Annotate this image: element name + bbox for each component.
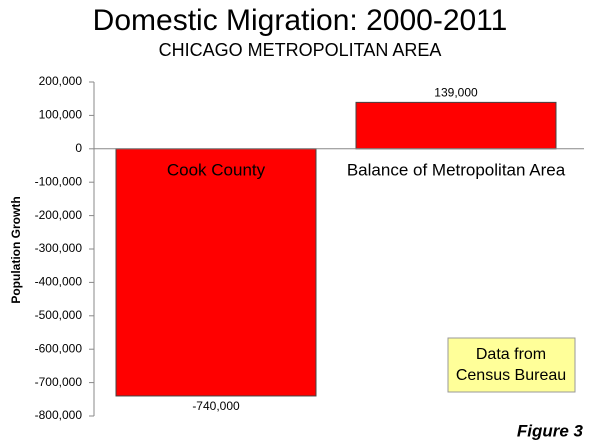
annotation: Data from — [476, 346, 546, 363]
value-label: -740,000 — [192, 399, 240, 413]
y-tick-label: -600,000 — [35, 341, 83, 355]
y-tick-label: -500,000 — [35, 308, 83, 322]
y-tick-label: 0 — [75, 141, 82, 155]
y-tick-label: -300,000 — [35, 241, 83, 255]
y-axis-label: Population Growth — [9, 196, 23, 303]
y-tick-label: -800,000 — [35, 408, 83, 422]
bar — [115, 148, 317, 397]
annotation-box — [447, 337, 576, 393]
y-tick-label: -700,000 — [35, 375, 83, 389]
annotation: Census Bureau — [456, 367, 566, 384]
y-tick-label: -100,000 — [35, 174, 83, 188]
bar — [355, 101, 557, 150]
category-label: Cook County — [167, 160, 266, 179]
chart-subtitle: CHICAGO METROPOLITAN AREA — [159, 40, 442, 60]
value-label: 139,000 — [434, 86, 478, 100]
y-tick-label: -400,000 — [35, 275, 83, 289]
chart-title: Domestic Migration: 2000-2011 — [93, 4, 508, 37]
footer: Figure 3 — [517, 421, 584, 440]
y-tick-label: -200,000 — [35, 208, 83, 222]
category-label: Balance of Metropolitan Area — [347, 160, 566, 179]
y-tick-label: 100,000 — [39, 108, 83, 122]
y-tick-label: 200,000 — [39, 74, 83, 88]
